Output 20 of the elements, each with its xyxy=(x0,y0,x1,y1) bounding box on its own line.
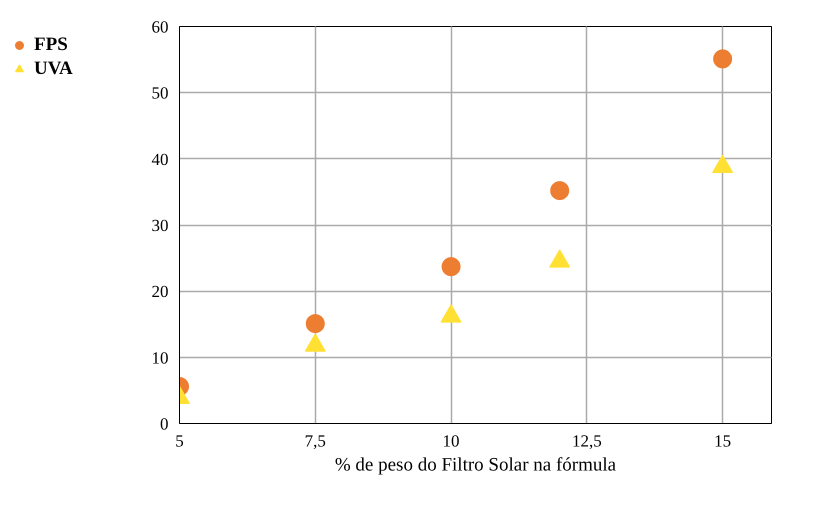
x-tick-label: 10 xyxy=(442,432,460,450)
x-tick-label: 5 xyxy=(175,432,184,450)
y-tick-label: 30 xyxy=(152,216,168,235)
y-tick-label: 50 xyxy=(152,84,168,103)
x-tick-label: 7,5 xyxy=(304,432,326,450)
y-tick-label: 40 xyxy=(152,150,168,169)
point xyxy=(304,333,326,352)
y-tick-label: 10 xyxy=(152,348,168,368)
point xyxy=(549,249,570,268)
x-axis-title: % de peso do Filtro Solar na fórmula xyxy=(334,454,617,476)
legend-label: UVA xyxy=(34,58,73,80)
point xyxy=(440,304,462,323)
y-tick-label: 20 xyxy=(152,282,168,302)
y-tick-label: 60 xyxy=(152,18,168,36)
legend-label: FPS xyxy=(34,34,68,56)
point xyxy=(713,49,732,68)
y-tick-label: 0 xyxy=(160,414,168,434)
point xyxy=(550,181,570,200)
x-tick-label: 12,5 xyxy=(572,432,602,450)
x-tick-label: 15 xyxy=(714,432,732,450)
